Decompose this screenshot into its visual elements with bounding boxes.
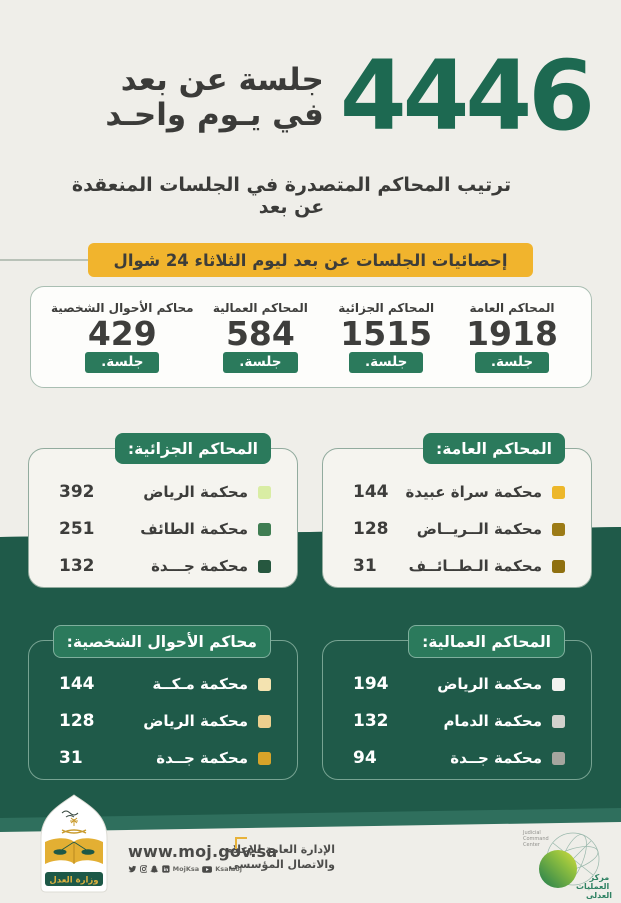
youtube-handle: Ksamoj	[215, 865, 242, 873]
moj-logo-arch: وزارة العدل	[40, 794, 108, 893]
panel-title-badge: المحاكم العمالية:	[408, 625, 565, 658]
court-row: محكمة الرياض 392	[59, 477, 271, 507]
corner-bracket-icon	[235, 837, 247, 849]
gradient-sphere-icon	[539, 850, 577, 888]
department-line1: الإدارة العامة للإعلام	[225, 843, 335, 856]
legend-square-icon	[258, 751, 271, 765]
legend-square-icon	[552, 751, 565, 765]
panel-criminal-courts: المحاكم الجزائية: محكمة الرياض 392 محكمة…	[28, 433, 298, 588]
stat-label: المحاكم العامة	[469, 300, 555, 315]
legend-square-icon	[552, 522, 565, 536]
legend-square-icon	[552, 559, 565, 573]
judicial-command-center-logo: Judicial Command Center مركز العمليات ال…	[505, 825, 615, 903]
legend-square-icon	[258, 559, 271, 573]
stat-value: 584	[225, 313, 295, 353]
jcc-english-text: Judicial Command Center	[522, 830, 550, 848]
session-badge: جلسة.	[349, 352, 424, 374]
stat-label: المحاكم العمالية	[212, 300, 308, 315]
legend-square-icon	[258, 522, 271, 536]
panel-title-badge: المحاكم العامة:	[423, 433, 565, 464]
stats-date-banner: إحصائيات الجلسات عن بعد ليوم الثلاثاء 24…	[88, 243, 533, 277]
snapchat-icon	[150, 865, 159, 873]
legend-square-icon	[258, 485, 271, 499]
panel-labor-courts: المحاكم العمالية: محكمة الرياض 194 محكمة…	[322, 625, 592, 780]
palm-and-swords-icon	[61, 817, 87, 834]
court-row: محكمة مـكــة 144	[59, 669, 271, 699]
stat-value: 1515	[340, 313, 433, 353]
moj-ministry-logo: وزارة العدل	[33, 792, 115, 896]
ministry-banner-text: وزارة العدل	[49, 876, 98, 886]
session-badge: جلسة.	[223, 352, 298, 374]
header: 4446 جلسة عن بعد في يـوم واحـد	[30, 40, 595, 152]
stat-label: محاكم الأحوال الشخصية	[51, 300, 194, 315]
stats-summary-card: المحاكم العامة 1918 جلسة. المحاكم الجزائ…	[30, 286, 592, 388]
twitter-icon	[128, 865, 137, 873]
panel-title-badge: محاكم الأحوال الشخصية:	[52, 625, 271, 658]
panel-general-courts: المحاكم العامة: محكمة سراة عبيدة 144 محك…	[322, 433, 592, 588]
court-row: محكمة الدمام 132	[353, 706, 565, 736]
hero-title-line2: في يـوم واحـد	[105, 97, 324, 134]
social-icons-row: in MojKsa Ksamoj	[128, 864, 242, 874]
stat-labor-courts: المحاكم العمالية 584 جلسة.	[201, 301, 319, 374]
department-line2: والاتصال المؤسسي	[228, 857, 335, 871]
ministry-banner	[45, 872, 103, 886]
total-sessions-number: 4446	[339, 40, 595, 152]
stat-criminal-courts: المحاكم الجزائية 1515 جلسة.	[327, 301, 445, 374]
linkedin-icon: in	[162, 865, 170, 873]
hero-title: جلسة عن بعد في يـوم واحـد	[105, 59, 323, 134]
legend-square-icon	[258, 714, 271, 728]
panel-personal-status-courts: محاكم الأحوال الشخصية: محكمة مـكــة 144 …	[28, 625, 298, 780]
page-subtitle: ترتيب المحاكم المتصدرة في الجلسات المنعق…	[71, 174, 512, 218]
stat-personal-status-courts: محاكم الأحوال الشخصية 429 جلسة.	[51, 301, 194, 374]
open-book-scales-icon	[45, 838, 103, 864]
legend-square-icon	[258, 677, 271, 691]
stat-general-courts: المحاكم العامة 1918 جلسة.	[453, 301, 571, 374]
stat-label: المحاكم الجزائية	[338, 300, 435, 315]
youtube-icon	[202, 865, 213, 873]
legend-square-icon	[552, 677, 565, 691]
court-row: محكمة الـطــائــف 31	[353, 551, 565, 581]
court-row: محكمة الطائف 251	[59, 514, 271, 544]
court-row: محكمة الرياض 194	[353, 669, 565, 699]
stat-value: 1918	[466, 313, 558, 353]
court-row: محكمة الــريــاض 128	[353, 514, 565, 544]
department-block: الإدارة العامة للإعلام والاتصال المؤسسي	[225, 837, 335, 873]
court-row: محكمة الرياض 128	[59, 706, 271, 736]
stat-value: 429	[87, 313, 157, 353]
court-row: محكمة سراة عبيدة 144	[353, 477, 565, 507]
banner-connector-line	[0, 259, 90, 261]
legend-square-icon	[552, 485, 565, 499]
svg-text:in: in	[164, 867, 169, 873]
court-row: محكمة جــدة 94	[353, 743, 565, 773]
panel-title-badge: المحاكم الجزائية:	[114, 433, 271, 464]
session-badge: جلسة.	[474, 352, 550, 374]
court-row: محكمة جــدة 31	[59, 743, 271, 773]
instagram-icon	[139, 865, 148, 873]
website-url: www.moj.gov.sa	[128, 842, 278, 861]
legend-square-icon	[552, 714, 565, 728]
jcc-arabic-text: مركز العمليات العدلي	[576, 873, 612, 899]
linkedin-handle: MojKsa	[172, 865, 200, 873]
website-block: www.moj.gov.sa in MojKsa Ksamoj	[128, 842, 278, 874]
court-row: محكمة جـــدة 132	[59, 551, 271, 581]
calligraphy-decoration	[61, 810, 79, 818]
hero-title-line1: جلسة عن بعد	[120, 61, 324, 98]
session-badge: جلسة.	[85, 352, 160, 374]
